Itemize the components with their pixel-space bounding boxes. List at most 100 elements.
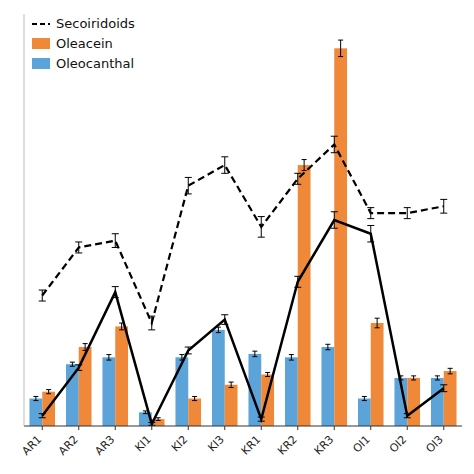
x-tick-label: KI1 xyxy=(132,433,154,455)
bar xyxy=(66,364,79,426)
error-bar xyxy=(221,315,228,325)
error-bar xyxy=(448,368,453,373)
error-bar xyxy=(331,212,338,228)
error-bar xyxy=(367,208,374,219)
error-bar xyxy=(294,276,301,287)
x-tick xyxy=(370,426,371,430)
error-bar xyxy=(221,157,228,173)
legend-swatch xyxy=(32,38,50,49)
error-bar xyxy=(252,351,257,356)
error-bar xyxy=(192,396,197,400)
x-tick xyxy=(151,426,152,430)
error-bar xyxy=(404,208,411,219)
error-bar xyxy=(375,318,380,328)
x-tick-label: KR3 xyxy=(312,433,337,458)
plot-area xyxy=(29,40,456,426)
legend-item: Oleacein xyxy=(32,36,113,51)
bar xyxy=(285,357,298,426)
x-tick-label: AR2 xyxy=(56,433,81,458)
bar xyxy=(188,399,201,426)
line-series xyxy=(39,136,448,330)
error-bar xyxy=(33,396,38,400)
x-tick-label: OI1 xyxy=(350,433,373,456)
legend-item: Secoiridoids xyxy=(32,16,135,31)
bar xyxy=(407,378,420,426)
x-tick xyxy=(42,426,43,430)
x-tick-label: AR3 xyxy=(93,433,118,458)
error-bar xyxy=(338,40,343,56)
y-axis-line xyxy=(24,14,25,426)
error-bar xyxy=(258,217,265,238)
bar xyxy=(79,347,92,426)
x-tick xyxy=(334,426,335,430)
x-tick-label: AR1 xyxy=(20,433,45,458)
error-bar xyxy=(185,347,192,354)
bar xyxy=(102,357,115,426)
bar xyxy=(29,399,42,426)
error-bar xyxy=(112,234,119,248)
error-bar xyxy=(75,242,82,253)
error-bar xyxy=(112,287,119,298)
legend-swatch xyxy=(32,58,50,69)
x-tick xyxy=(224,426,225,430)
error-bar xyxy=(70,362,75,366)
legend-label: Secoiridoids xyxy=(56,16,135,31)
error-bar xyxy=(411,376,416,380)
x-tick-label: KI3 xyxy=(205,433,227,455)
x-tick-label: KR2 xyxy=(275,433,300,458)
bar xyxy=(175,357,188,426)
error-bar xyxy=(229,382,234,387)
error-bar xyxy=(39,414,46,418)
x-tick-label: OI2 xyxy=(387,433,410,456)
legend-label: Oleacein xyxy=(56,36,113,51)
error-bar xyxy=(435,376,440,380)
x-tick xyxy=(188,426,189,430)
chart: AR1 AR2 AR3 KI1 KI2 KI3 KR1 KR2 KR3 OI1 OI2 OI3 Seco… xyxy=(0,0,474,474)
legend-item: Oleocanthal xyxy=(32,56,134,71)
error-bar xyxy=(331,136,338,152)
bar xyxy=(371,323,384,426)
bar xyxy=(444,371,457,426)
x-tick xyxy=(297,426,298,430)
x-tick-label: KR1 xyxy=(239,433,264,458)
bar xyxy=(225,385,238,426)
line xyxy=(42,220,444,424)
bar-series xyxy=(42,40,456,426)
x-axis-line xyxy=(24,426,462,427)
error-bar xyxy=(148,423,155,426)
error-bar xyxy=(325,344,330,349)
x-tick xyxy=(115,426,116,430)
bar xyxy=(358,399,371,426)
legend-label: Oleocanthal xyxy=(56,56,134,71)
x-tick-label: OI3 xyxy=(423,433,446,456)
bar xyxy=(334,48,347,426)
error-bar xyxy=(367,225,374,241)
legend-swatch xyxy=(32,23,50,25)
error-bar xyxy=(75,365,82,370)
error-bar xyxy=(148,316,155,330)
line-series xyxy=(39,212,448,426)
error-bar xyxy=(440,385,447,392)
x-tick xyxy=(261,426,262,430)
x-tick xyxy=(407,426,408,430)
error-bar xyxy=(289,355,294,360)
error-bar xyxy=(46,390,51,394)
bar xyxy=(115,326,128,426)
error-bar xyxy=(106,355,111,360)
error-bar xyxy=(39,290,46,301)
error-bar xyxy=(156,418,161,421)
x-tick xyxy=(78,426,79,430)
bar xyxy=(321,347,334,426)
error-bar xyxy=(440,199,447,213)
bar xyxy=(212,330,225,426)
axes: AR1 AR2 AR3 KI1 KI2 KI3 KR1 KR2 KR3 OI1 OI2 OI3 xyxy=(20,14,462,458)
error-bar xyxy=(294,173,301,184)
error-bar xyxy=(258,417,265,421)
x-tick-label: KI2 xyxy=(169,433,191,455)
legend: Secoiridoids Oleacein Oleocanthal xyxy=(32,16,135,71)
x-tick xyxy=(443,426,444,430)
bar xyxy=(298,165,311,426)
error-bar xyxy=(404,414,411,418)
error-bar xyxy=(362,396,367,400)
error-bar xyxy=(265,372,270,376)
